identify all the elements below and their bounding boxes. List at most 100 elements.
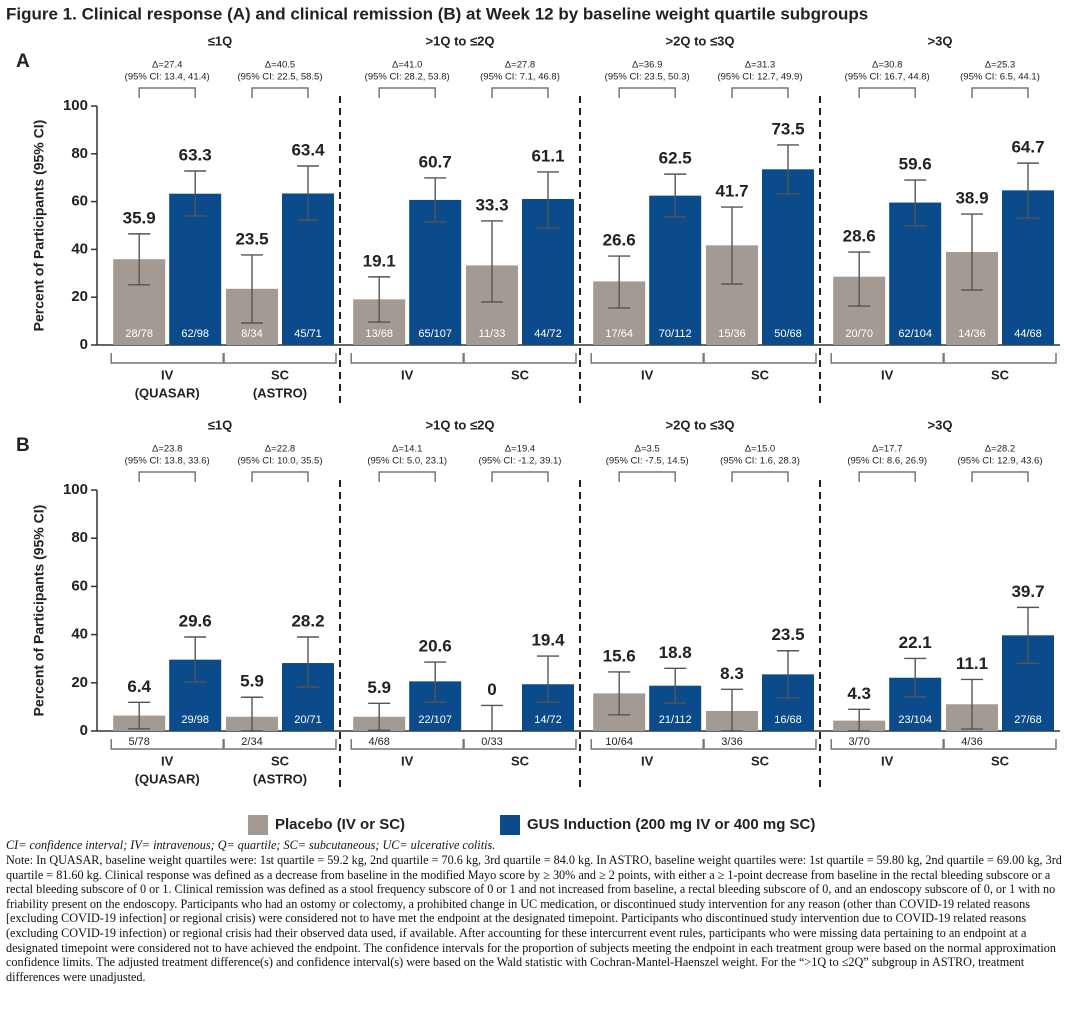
delta-bracket	[491, 471, 549, 482]
delta-ci-label: (95% CI: 28.2, 53.8)	[365, 72, 450, 83]
delta-label: Δ=27.8	[505, 60, 535, 71]
count-label: 65/107	[418, 328, 452, 340]
delta-ci-label: (95% CI: 5.0, 23.1)	[367, 456, 447, 467]
data-label: 63.4	[291, 140, 325, 159]
delta-bracket	[491, 87, 549, 98]
error-bar	[1017, 606, 1039, 664]
category-bracket	[223, 739, 337, 750]
x-tick-label: IV	[401, 367, 414, 382]
category-bracket	[110, 353, 224, 364]
error-bar	[184, 636, 207, 683]
data-label: 4.3	[847, 684, 871, 703]
category-bracket	[463, 739, 577, 750]
error-bar	[848, 251, 871, 307]
delta-label: Δ=36.9	[632, 60, 662, 71]
count-label: 11/33	[479, 328, 506, 340]
data-label: 23.5	[771, 625, 804, 644]
data-label: 18.8	[659, 643, 692, 662]
delta-ci-label: (95% CI: -1.2, 39.1)	[479, 456, 562, 467]
footnote-note: Note: In QUASAR, baseline weight quartil…	[6, 853, 1062, 984]
delta-bracket	[731, 471, 789, 482]
error-bar	[241, 254, 263, 324]
delta-label: Δ=25.3	[985, 60, 1015, 71]
count-label: 14/72	[534, 714, 562, 726]
bar	[169, 193, 222, 345]
count-label: 29/98	[181, 714, 209, 726]
x-tick-label: SC	[991, 753, 1010, 768]
data-label: 11.1	[956, 654, 988, 673]
delta-ci-label: (95% CI: 7.1, 46.8)	[480, 72, 560, 83]
count-label: 45/71	[294, 328, 322, 340]
data-label: 41.7	[715, 182, 748, 201]
y-tick-label: 80	[71, 145, 88, 162]
count-label: 0/33	[481, 736, 502, 748]
delta-label: Δ=28.2	[985, 444, 1015, 455]
count-label: 15/36	[718, 328, 746, 340]
error-bar	[777, 144, 799, 195]
data-label: 28.2	[291, 611, 324, 630]
delta-label: Δ=14.1	[392, 444, 422, 455]
delta-ci-label: (95% CI: 6.5, 44.1)	[960, 72, 1040, 83]
delta-ci-label: (95% CI: 13.8, 33.6)	[125, 456, 210, 467]
figure: Figure 1. Clinical response (A) and clin…	[6, 4, 1060, 835]
data-label: 15.6	[603, 646, 636, 665]
delta-label: Δ=3.5	[635, 444, 660, 455]
error-bar	[848, 708, 871, 732]
delta-bracket	[138, 87, 196, 98]
data-label: 38.9	[955, 189, 988, 208]
data-label: 73.5	[771, 119, 804, 138]
error-bar	[424, 661, 447, 703]
data-label: 59.6	[899, 155, 932, 174]
category-bracket	[350, 353, 464, 364]
error-bar	[368, 276, 391, 323]
panel-label: A	[16, 51, 30, 72]
error-bar	[368, 702, 391, 731]
count-label: 10/64	[605, 736, 633, 748]
count-label: 70/112	[659, 328, 692, 340]
delta-bracket	[251, 87, 309, 98]
delta-bracket	[251, 471, 309, 482]
data-label: 35.9	[123, 208, 156, 227]
category-bracket	[703, 739, 817, 750]
error-bar	[241, 696, 263, 732]
delta-bracket	[731, 87, 789, 98]
error-bar	[424, 177, 447, 223]
category-bracket	[463, 353, 577, 364]
y-tick-label: 80	[71, 529, 88, 546]
data-label: 6.4	[127, 677, 151, 696]
delta-ci-label: (95% CI: 16.7, 44.8)	[845, 72, 930, 83]
footnote-abbreviations: CI= confidence interval; IV= intravenous…	[6, 838, 496, 852]
category-bracket	[943, 739, 1057, 750]
delta-bracket	[378, 87, 436, 98]
y-tick-label: 20	[71, 674, 88, 691]
count-label: 14/36	[958, 328, 986, 340]
legend-swatch	[248, 815, 268, 835]
error-bar	[777, 650, 799, 699]
delta-label: Δ=19.4	[505, 444, 535, 455]
category-bracket	[223, 353, 337, 364]
count-label: 4/36	[961, 736, 982, 748]
error-bar	[664, 667, 687, 704]
data-label: 39.7	[1011, 582, 1044, 601]
count-label: 28/78	[125, 328, 153, 340]
data-label: 5.9	[240, 672, 264, 691]
count-label: 62/98	[181, 328, 209, 340]
x-tick-label: IV	[881, 753, 894, 768]
data-label: 33.3	[475, 195, 508, 214]
delta-label: Δ=41.0	[392, 60, 422, 71]
x-tick-label: IV	[161, 753, 174, 768]
bar	[649, 195, 702, 345]
delta-label: Δ=31.3	[745, 60, 775, 71]
category-bracket	[943, 353, 1057, 364]
x-tick-label: SC	[271, 753, 290, 768]
data-label: 19.1	[363, 251, 396, 270]
y-tick-label: 0	[80, 722, 88, 739]
error-bar	[481, 220, 503, 303]
delta-bracket	[618, 471, 676, 482]
delta-ci-label: (95% CI: 23.5, 50.3)	[605, 72, 690, 83]
group-label: ≤1Q	[208, 417, 232, 432]
data-label: 60.7	[419, 152, 452, 171]
count-label: 4/68	[368, 736, 389, 748]
count-label: 22/107	[418, 714, 452, 726]
count-label: 20/70	[845, 328, 873, 340]
